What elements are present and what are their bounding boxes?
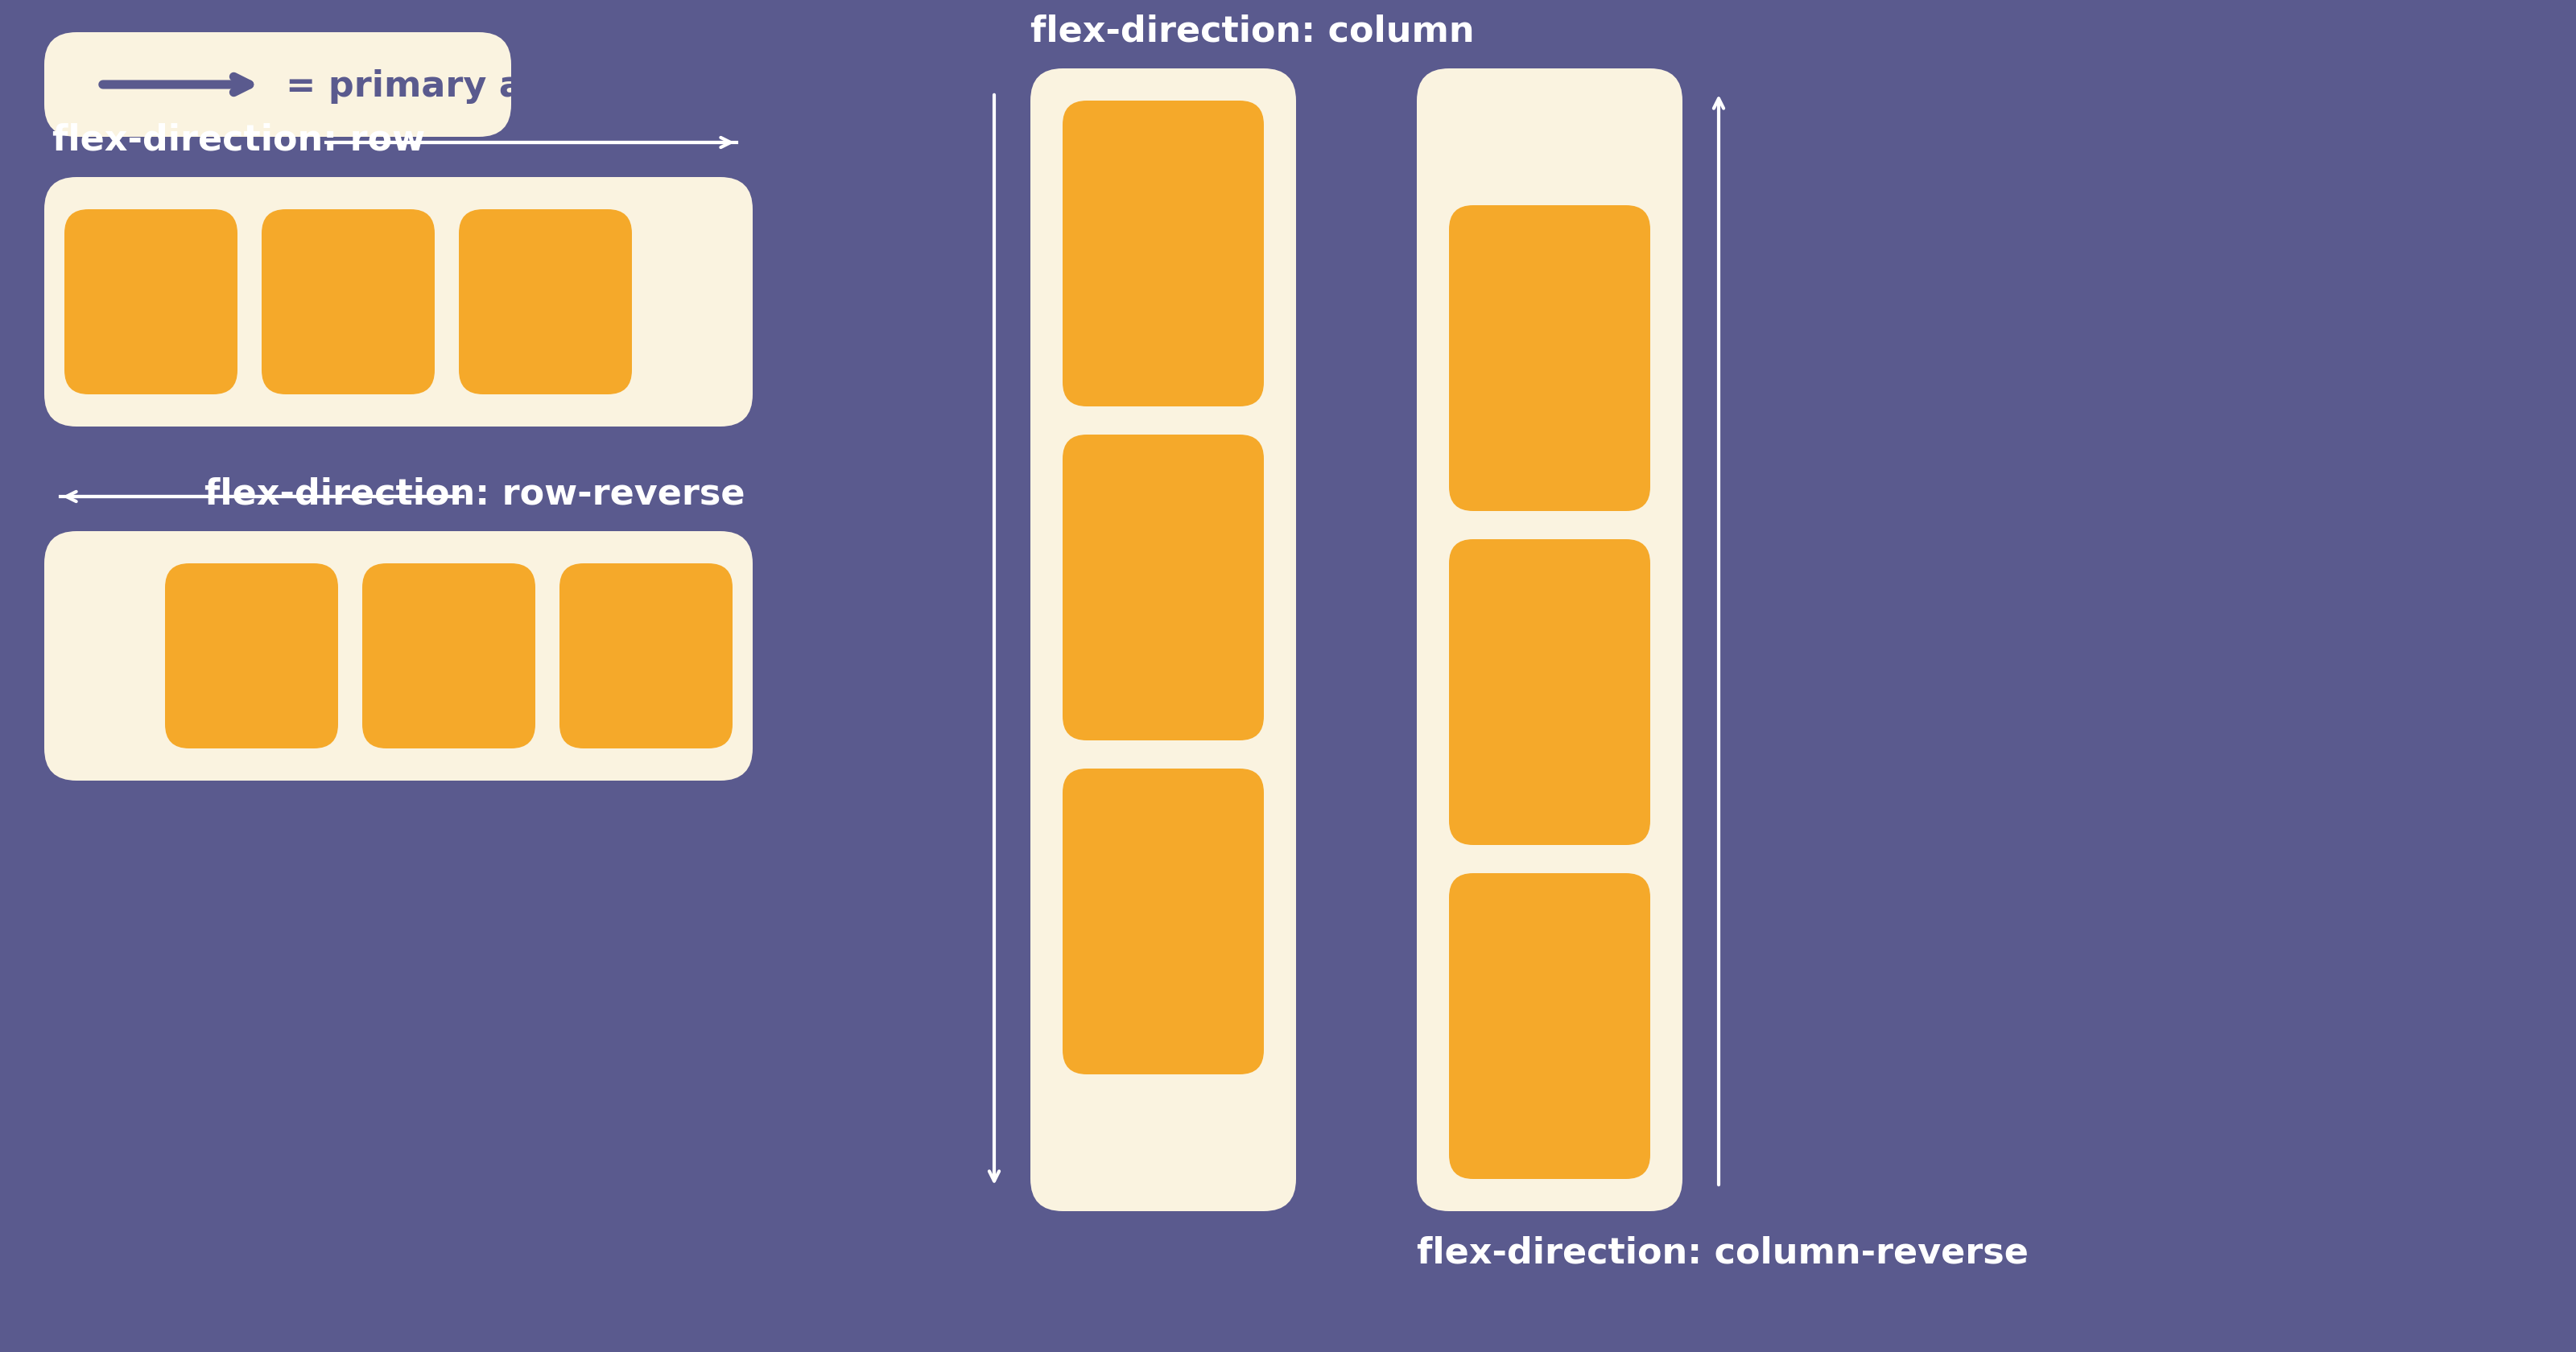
FancyBboxPatch shape xyxy=(165,564,337,749)
FancyBboxPatch shape xyxy=(559,564,732,749)
FancyBboxPatch shape xyxy=(1030,69,1296,1211)
FancyBboxPatch shape xyxy=(459,210,631,395)
FancyBboxPatch shape xyxy=(1064,434,1265,741)
FancyBboxPatch shape xyxy=(1064,100,1265,407)
Text: flex-direction: column: flex-direction: column xyxy=(1030,14,1473,49)
Text: flex-direction: row: flex-direction: row xyxy=(52,122,425,157)
Text: flex-direction: column-reverse: flex-direction: column-reverse xyxy=(1417,1236,2027,1270)
Text: = primary axis: = primary axis xyxy=(286,69,580,103)
FancyBboxPatch shape xyxy=(44,32,510,137)
FancyBboxPatch shape xyxy=(1064,768,1265,1075)
FancyBboxPatch shape xyxy=(1417,69,1682,1211)
FancyBboxPatch shape xyxy=(1448,206,1651,511)
FancyBboxPatch shape xyxy=(263,210,435,395)
FancyBboxPatch shape xyxy=(44,177,752,426)
FancyBboxPatch shape xyxy=(1448,873,1651,1179)
FancyBboxPatch shape xyxy=(1448,539,1651,845)
FancyBboxPatch shape xyxy=(363,564,536,749)
Text: flex-direction: row-reverse: flex-direction: row-reverse xyxy=(204,476,744,511)
FancyBboxPatch shape xyxy=(44,531,752,780)
FancyBboxPatch shape xyxy=(64,210,237,395)
